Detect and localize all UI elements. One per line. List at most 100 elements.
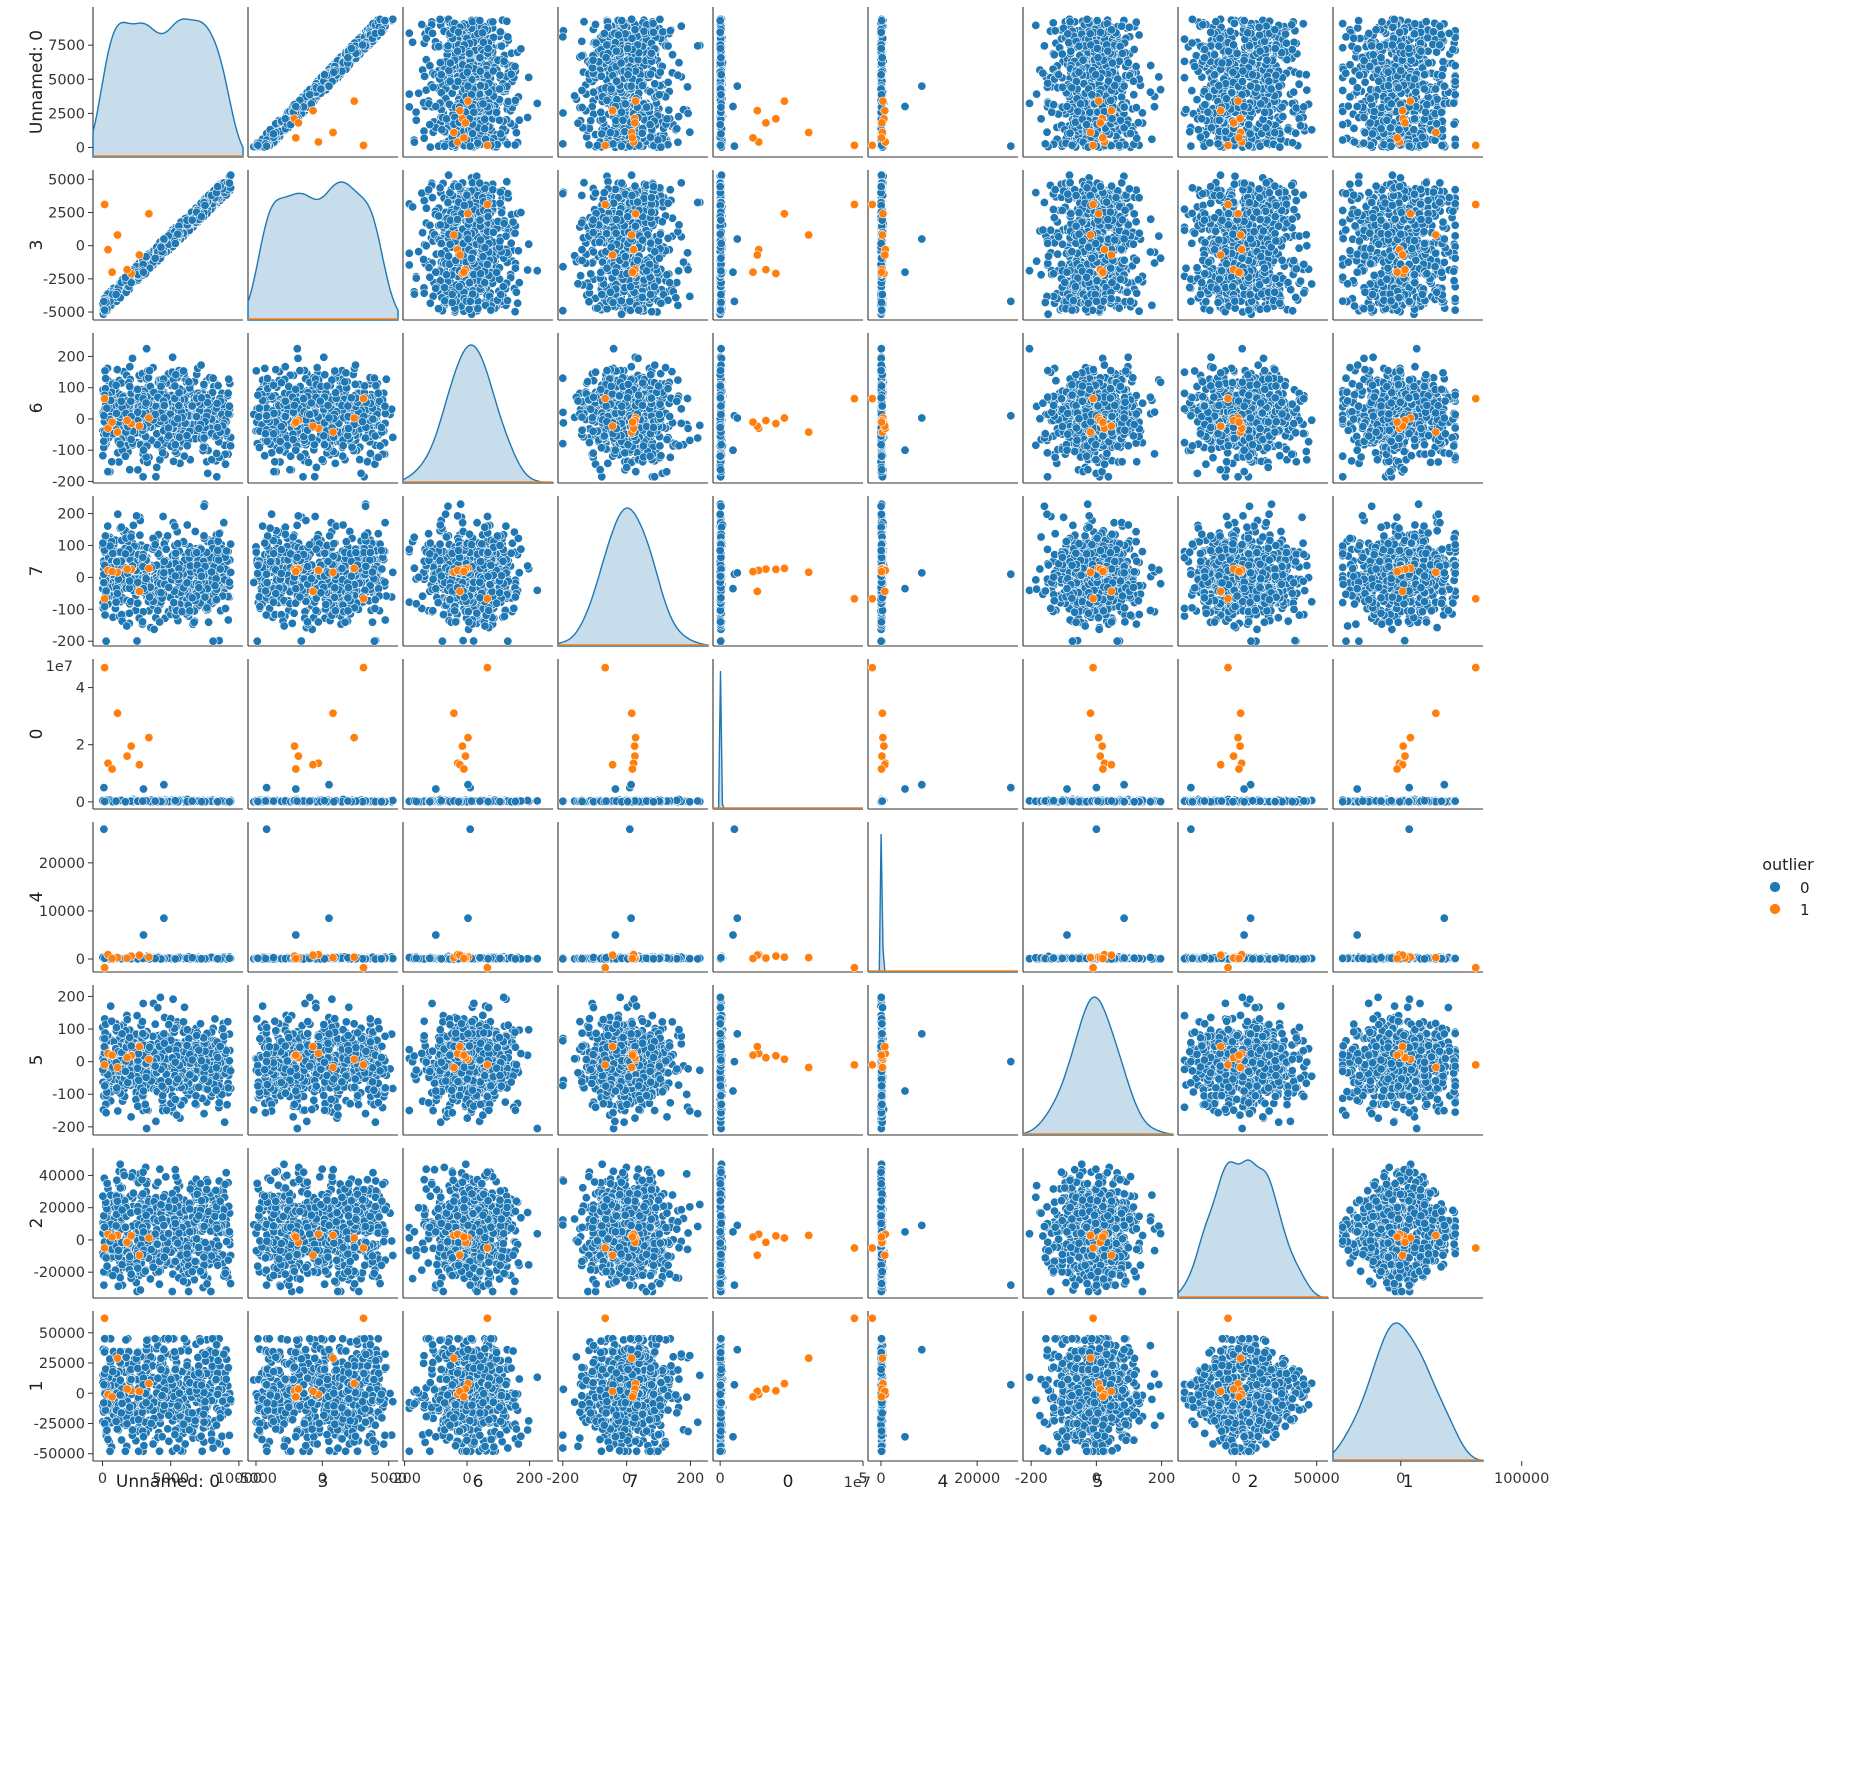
point-series-0 bbox=[426, 61, 434, 69]
point-series-0 bbox=[292, 102, 300, 110]
point-series-0 bbox=[444, 42, 452, 50]
point-series-0 bbox=[377, 28, 385, 36]
point-series-0 bbox=[381, 16, 389, 24]
panel-0-2 bbox=[403, 7, 553, 157]
point-series-0 bbox=[344, 54, 352, 62]
point-series-1 bbox=[483, 141, 491, 149]
point-series-0 bbox=[602, 54, 610, 62]
point-series-0 bbox=[432, 102, 440, 110]
point-series-0 bbox=[468, 18, 476, 26]
point-series-0 bbox=[603, 41, 611, 49]
point-series-1 bbox=[350, 97, 358, 105]
point-series-0 bbox=[511, 141, 519, 149]
point-series-0 bbox=[624, 44, 632, 52]
point-series-0 bbox=[515, 116, 523, 124]
point-series-0 bbox=[476, 16, 484, 24]
point-series-0 bbox=[503, 140, 511, 148]
point-series-0 bbox=[412, 116, 420, 124]
point-series-0 bbox=[436, 59, 444, 67]
point-series-0 bbox=[408, 38, 416, 46]
point-series-0 bbox=[446, 59, 454, 67]
ytick-label: 2500 bbox=[48, 106, 85, 122]
point-series-0 bbox=[437, 71, 445, 79]
point-series-0 bbox=[578, 37, 586, 45]
kde-series-0 bbox=[93, 19, 243, 157]
point-series-1 bbox=[450, 128, 458, 136]
point-series-1 bbox=[329, 128, 337, 136]
point-series-0 bbox=[587, 116, 595, 124]
point-series-0 bbox=[496, 71, 504, 79]
point-series-0 bbox=[438, 126, 446, 134]
point-series-0 bbox=[574, 119, 582, 127]
point-series-0 bbox=[410, 138, 418, 146]
point-series-0 bbox=[358, 41, 366, 49]
point-series-0 bbox=[435, 42, 443, 50]
point-series-0 bbox=[612, 77, 620, 85]
point-series-0 bbox=[570, 92, 578, 100]
point-series-0 bbox=[627, 15, 635, 23]
point-series-0 bbox=[580, 18, 588, 26]
point-series-0 bbox=[674, 71, 682, 79]
point-series-0 bbox=[426, 120, 434, 128]
point-series-0 bbox=[663, 115, 671, 123]
point-series-0 bbox=[523, 113, 531, 121]
point-series-0 bbox=[559, 109, 567, 117]
panel-0-0: 0250050007500 bbox=[48, 7, 243, 157]
point-series-0 bbox=[489, 18, 497, 26]
point-series-0 bbox=[495, 85, 503, 93]
point-series-0 bbox=[507, 70, 515, 78]
point-series-0 bbox=[675, 59, 683, 67]
point-series-0 bbox=[591, 20, 599, 28]
point-series-0 bbox=[428, 29, 436, 37]
point-series-0 bbox=[464, 82, 472, 90]
point-series-0 bbox=[600, 29, 608, 37]
point-series-0 bbox=[559, 140, 567, 148]
point-series-0 bbox=[317, 85, 325, 93]
point-series-0 bbox=[533, 99, 541, 107]
point-series-0 bbox=[621, 100, 629, 108]
point-series-0 bbox=[262, 142, 270, 150]
point-series-0 bbox=[656, 15, 664, 23]
point-series-0 bbox=[412, 108, 420, 116]
point-series-0 bbox=[347, 44, 355, 52]
point-series-1 bbox=[359, 141, 367, 149]
point-series-0 bbox=[647, 70, 655, 78]
point-series-0 bbox=[607, 85, 615, 93]
point-series-0 bbox=[631, 26, 639, 34]
point-series-0 bbox=[418, 20, 426, 28]
point-series-0 bbox=[426, 143, 434, 151]
point-series-0 bbox=[617, 142, 625, 150]
point-series-0 bbox=[436, 15, 444, 23]
point-series-0 bbox=[647, 49, 655, 57]
point-series-0 bbox=[665, 106, 673, 114]
point-series-0 bbox=[592, 39, 600, 47]
point-series-1 bbox=[460, 134, 468, 142]
point-series-0 bbox=[497, 130, 505, 138]
point-series-0 bbox=[484, 44, 492, 52]
panel-0-3 bbox=[558, 7, 708, 157]
pairplot-panels: 0250050007500-5000-2500025005000-200-100… bbox=[34, 7, 1550, 1491]
point-series-1 bbox=[456, 106, 464, 114]
point-series-0 bbox=[405, 29, 413, 37]
point-series-0 bbox=[389, 15, 397, 23]
point-series-0 bbox=[500, 57, 508, 65]
point-series-0 bbox=[655, 91, 663, 99]
point-series-0 bbox=[597, 72, 605, 80]
point-series-0 bbox=[454, 77, 462, 85]
point-series-0 bbox=[405, 90, 413, 98]
point-series-1 bbox=[631, 119, 639, 127]
point-series-0 bbox=[466, 142, 474, 150]
point-series-0 bbox=[465, 49, 473, 57]
point-series-0 bbox=[666, 27, 674, 35]
point-series-0 bbox=[589, 88, 597, 96]
point-series-1 bbox=[309, 106, 317, 114]
point-series-0 bbox=[642, 103, 650, 111]
point-series-0 bbox=[585, 141, 593, 149]
point-series-0 bbox=[638, 129, 646, 137]
point-series-0 bbox=[646, 133, 654, 141]
point-series-0 bbox=[512, 129, 520, 137]
point-series-0 bbox=[618, 16, 626, 24]
point-series-0 bbox=[684, 109, 692, 117]
point-series-0 bbox=[614, 31, 622, 39]
